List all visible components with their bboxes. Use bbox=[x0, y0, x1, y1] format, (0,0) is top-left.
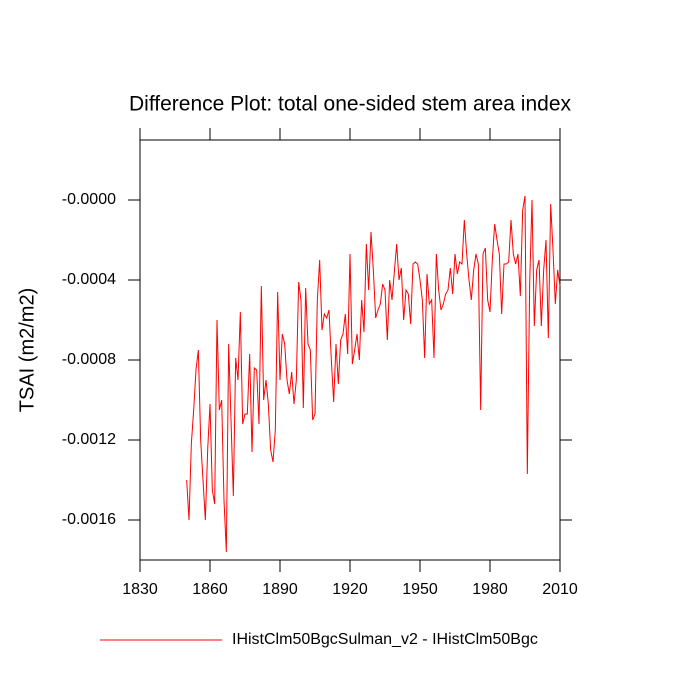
y-tick-label: -0.0004 bbox=[62, 271, 116, 288]
y-tick-label: -0.0000 bbox=[62, 191, 116, 208]
x-tick-label: 1860 bbox=[192, 581, 228, 598]
y-axis-label: TSAI (m2/m2) bbox=[16, 288, 38, 412]
x-tick-label: 1890 bbox=[262, 581, 298, 598]
x-tick-label: 1830 bbox=[122, 581, 158, 598]
legend-label: IHistClm50BgcSulman_v2 - IHistClm50Bgc bbox=[232, 631, 538, 648]
x-tick-label: 1920 bbox=[332, 581, 368, 598]
plot-frame bbox=[139, 139, 561, 561]
chart-title: Difference Plot: total one-sided stem ar… bbox=[129, 93, 572, 116]
x-tick-label: 2010 bbox=[542, 581, 578, 598]
x-tick-label: 1950 bbox=[402, 581, 438, 598]
y-tick-label: -0.0012 bbox=[62, 431, 116, 448]
y-tick-label: -0.0008 bbox=[62, 351, 116, 368]
x-tick-label: 1980 bbox=[472, 581, 508, 598]
data-line bbox=[186, 195, 561, 553]
y-tick-label: -0.0016 bbox=[62, 511, 116, 528]
